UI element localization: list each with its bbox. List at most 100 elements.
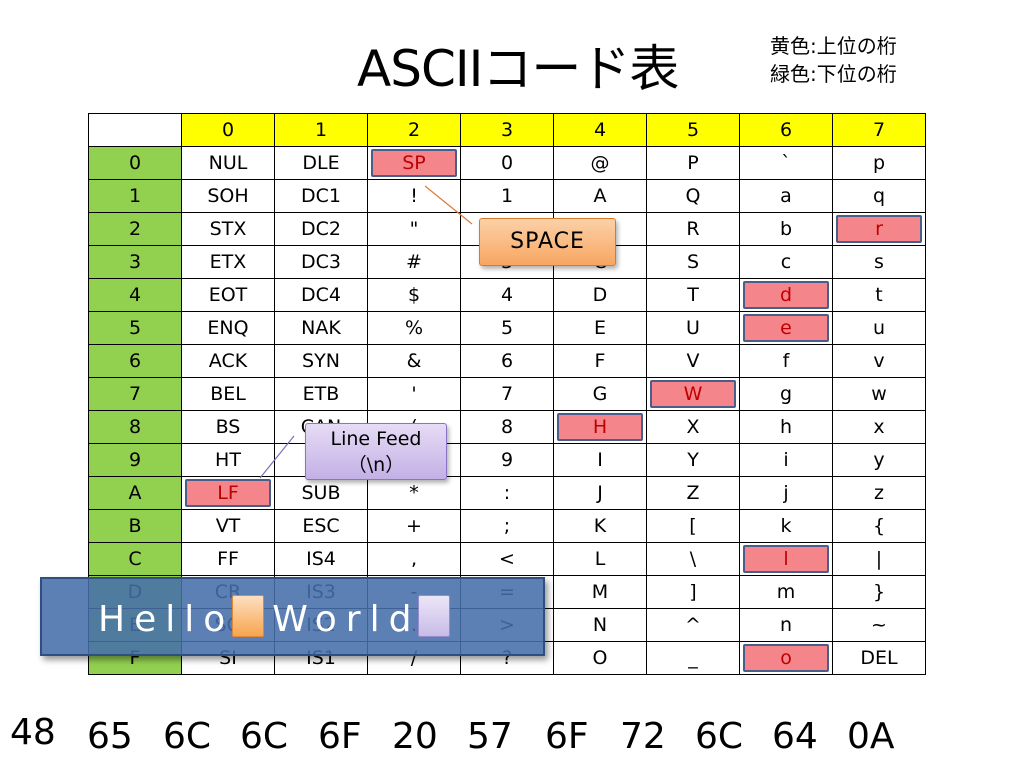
upper-digit-header: 3 — [460, 113, 554, 147]
hex-code: 20 — [392, 716, 438, 757]
ascii-cell: i — [739, 443, 833, 477]
ascii-cell: m — [739, 575, 833, 609]
ascii-cell: A — [553, 179, 647, 213]
lower-digit-header: 1 — [88, 179, 182, 213]
ascii-cell: w — [832, 377, 926, 411]
hex-code: 6C — [695, 716, 744, 757]
ascii-cell: ! — [367, 179, 461, 213]
hex-code: 65 — [87, 716, 133, 757]
ascii-cell: ~ — [832, 608, 926, 642]
ascii-cell-highlighted: W — [646, 377, 740, 411]
ascii-cell: X — [646, 410, 740, 444]
ascii-cell: DC2 — [274, 212, 368, 246]
ascii-cell: EOT — [181, 278, 275, 312]
ascii-cell-highlighted: H — [553, 410, 647, 444]
ascii-cell-value: W — [683, 383, 703, 405]
ascii-cell: 4 — [460, 278, 554, 312]
ascii-cell: < — [460, 542, 554, 576]
ascii-cell: ] — [646, 575, 740, 609]
hex-code: 6F — [318, 716, 362, 757]
legend-lower: 緑色:下位の桁 — [770, 62, 897, 86]
ascii-cell: G — [553, 377, 647, 411]
linefeed-callout-title: Line Feed — [330, 428, 422, 450]
ascii-cell: ^ — [646, 608, 740, 642]
ascii-cell-value: o — [780, 647, 792, 669]
hex-code: 48 — [10, 712, 56, 753]
ascii-cell: } — [832, 575, 926, 609]
ascii-cell: F — [553, 344, 647, 378]
ascii-cell-highlighted: SP — [367, 146, 461, 180]
ascii-cell: I — [553, 443, 647, 477]
ascii-cell: & — [367, 344, 461, 378]
ascii-cell: DLE — [274, 146, 368, 180]
ascii-cell: s — [832, 245, 926, 279]
lower-digit-header: 0 — [88, 146, 182, 180]
ascii-cell: 6 — [460, 344, 554, 378]
lower-digit-header: 3 — [88, 245, 182, 279]
ascii-cell: $ — [367, 278, 461, 312]
ascii-cell-highlighted: r — [832, 212, 926, 246]
table-row: 0 NUL DLE SP 0 @ P ` p — [88, 146, 926, 180]
ascii-cell: D — [553, 278, 647, 312]
ascii-cell: 5 — [460, 311, 554, 345]
ascii-cell: , — [367, 542, 461, 576]
ascii-cell-value: H — [592, 416, 608, 438]
ascii-cell-highlighted: e — [739, 311, 833, 345]
ascii-cell: @ — [553, 146, 647, 180]
upper-digit-header: 6 — [739, 113, 833, 147]
table-row: B VT ESC +; K[k{ — [88, 509, 926, 543]
ascii-cell: 8 — [460, 410, 554, 444]
ascii-cell: FF — [181, 542, 275, 576]
ascii-cell: ETB — [274, 377, 368, 411]
ascii-cell: 9 — [460, 443, 554, 477]
ascii-cell: V — [646, 344, 740, 378]
banner-word-hello: Hello — [98, 599, 235, 640]
lower-digit-header: 9 — [88, 443, 182, 477]
ascii-cell: " — [367, 212, 461, 246]
upper-digit-header: 0 — [181, 113, 275, 147]
ascii-cell: J — [553, 476, 647, 510]
upper-digit-header: 1 — [274, 113, 368, 147]
ascii-cell: _ — [646, 641, 740, 675]
lower-digit-header: 5 — [88, 311, 182, 345]
ascii-cell: DEL — [832, 641, 926, 675]
linefeed-square-icon — [418, 595, 451, 637]
ascii-cell: DC1 — [274, 179, 368, 213]
banner-word-world: World — [272, 599, 421, 640]
ascii-cell-value: l — [783, 548, 789, 570]
ascii-cell: | — [832, 542, 926, 576]
ascii-cell: DC3 — [274, 245, 368, 279]
lower-digit-header: C — [88, 542, 182, 576]
ascii-cell: SYN — [274, 344, 368, 378]
ascii-cell: z — [832, 476, 926, 510]
ascii-cell: p — [832, 146, 926, 180]
ascii-cell: M — [553, 575, 647, 609]
ascii-cell: c — [739, 245, 833, 279]
ascii-cell: HT — [181, 443, 275, 477]
linefeed-callout: Line Feed （\n） — [305, 423, 447, 480]
ascii-cell: v — [832, 344, 926, 378]
lower-digit-header: 6 — [88, 344, 182, 378]
hex-code: 64 — [772, 716, 818, 757]
corner-cell — [88, 113, 182, 147]
ascii-cell: N — [553, 608, 647, 642]
ascii-cell: : — [460, 476, 554, 510]
ascii-cell: x — [832, 410, 926, 444]
ascii-cell: g — [739, 377, 833, 411]
lower-digit-header: A — [88, 476, 182, 510]
lower-digit-header: 8 — [88, 410, 182, 444]
ascii-cell: ESC — [274, 509, 368, 543]
ascii-cell: L — [553, 542, 647, 576]
table-row: C FF IS4, < L \ l | — [88, 542, 926, 576]
ascii-cell: STX — [181, 212, 275, 246]
hex-code: 57 — [467, 716, 513, 757]
ascii-cell: NAK — [274, 311, 368, 345]
ascii-cell: ENQ — [181, 311, 275, 345]
lower-digit-header: 4 — [88, 278, 182, 312]
ascii-cell: j — [739, 476, 833, 510]
